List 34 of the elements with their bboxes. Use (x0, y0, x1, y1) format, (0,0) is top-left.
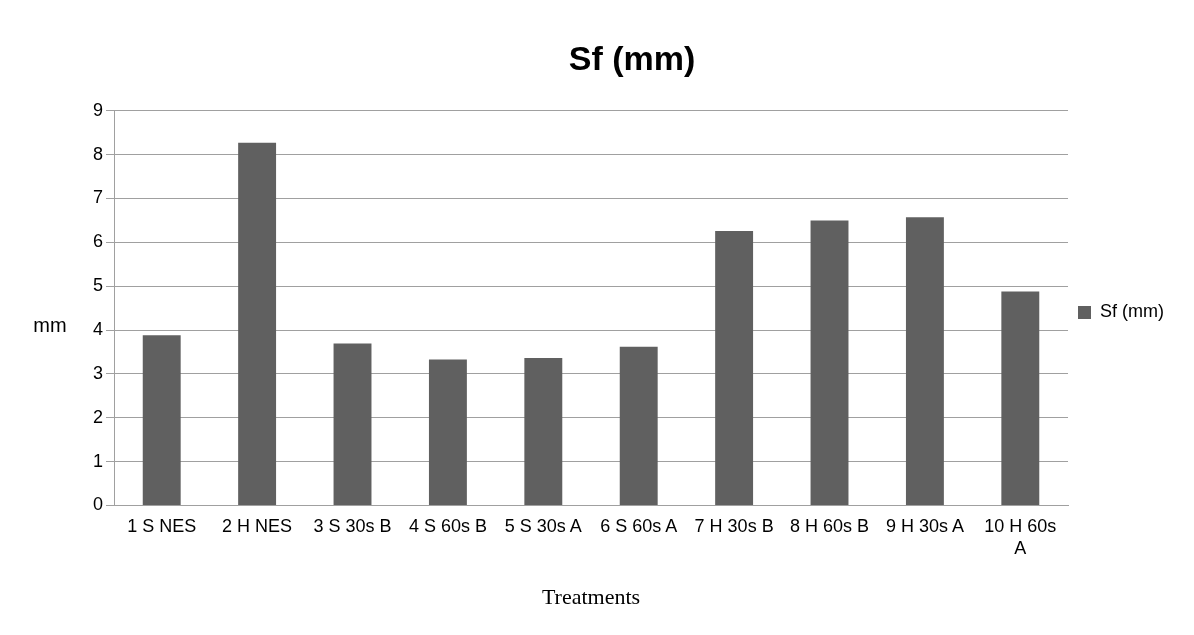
legend-label: Sf (mm) (1100, 301, 1164, 322)
bar (619, 346, 658, 505)
x-tick-label: 8 H 60s B (789, 516, 870, 537)
y-tick-label: 0 (93, 494, 104, 515)
bar (905, 217, 944, 505)
y-tick-label: 3 (93, 362, 104, 383)
x-tick-label: 9 H 30s A (885, 516, 964, 537)
y-tick-label: 8 (93, 143, 104, 164)
y-tick-label: 7 (93, 187, 104, 208)
x-tick-label: 6 S 60s A (600, 516, 678, 537)
bar (524, 358, 563, 505)
y-tick-label: 6 (93, 231, 104, 252)
bar (715, 230, 754, 505)
bar (1001, 291, 1040, 505)
y-tick-label: 1 (93, 450, 104, 471)
bar (810, 220, 849, 505)
y-tick-label: 2 (93, 406, 104, 427)
x-tick-label: 4 S 60s B (408, 516, 487, 537)
bar (238, 142, 277, 505)
y-tick-label: 4 (93, 318, 104, 339)
chart-title: Sf (mm) (568, 38, 696, 77)
x-tick-label: 10 H 60s A (984, 516, 1057, 558)
y-axis-title: mm (33, 313, 67, 336)
x-tick-label: 1 S NES (127, 516, 197, 537)
bar (142, 335, 181, 505)
bar (428, 359, 467, 505)
y-tick-label: 5 (93, 275, 104, 296)
x-axis-title: Treatments (541, 583, 641, 609)
bar (333, 343, 372, 505)
x-tick-label: 5 S 30s A (504, 516, 582, 537)
x-tick-label: 3 S 30s B (313, 516, 392, 537)
x-tick-label: 7 H 30s B (694, 516, 774, 537)
x-tick-label: 2 H NES (222, 516, 293, 537)
y-tick-label: 9 (93, 99, 104, 120)
